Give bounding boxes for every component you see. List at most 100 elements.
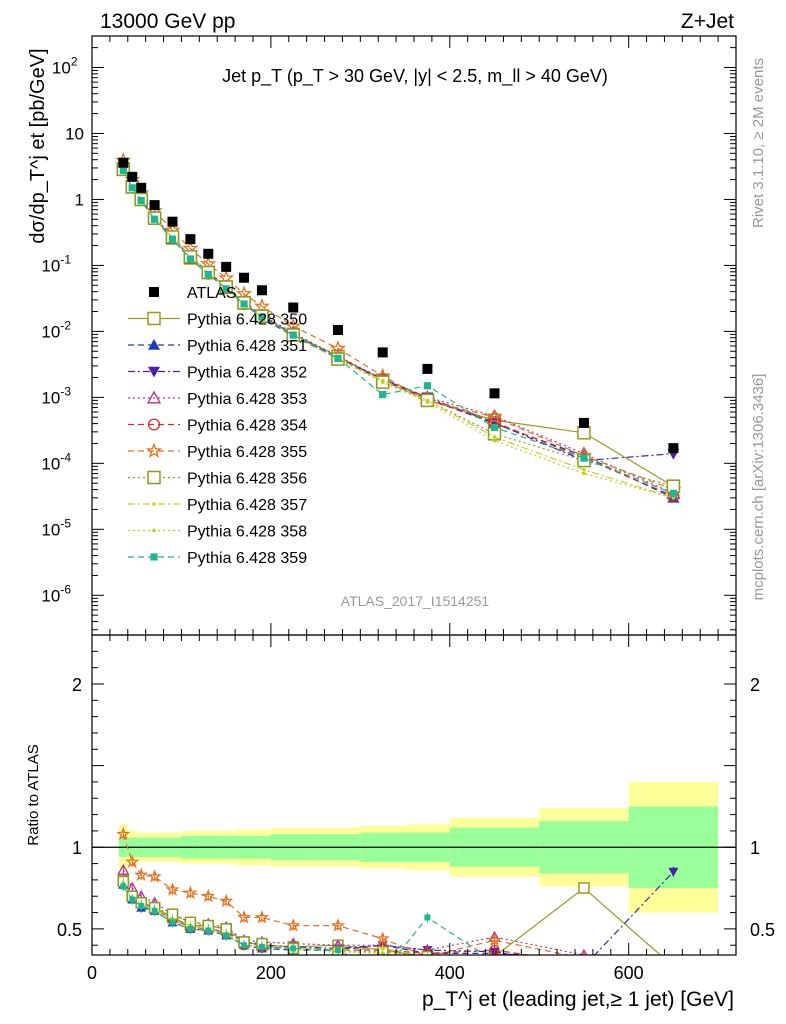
- x-tick-label: 0: [87, 963, 97, 983]
- main-y-tick-label: 10: [65, 124, 84, 143]
- atlas-data-point: [185, 234, 196, 245]
- point-p359: [222, 285, 230, 293]
- ratio-point-p357: [582, 976, 586, 980]
- point-p358: [582, 471, 586, 476]
- atlas-data-point: [167, 216, 178, 227]
- legend-marker-p355: [145, 442, 163, 458]
- ratio-point-p355: [134, 867, 149, 882]
- ratio-point-p355: [375, 931, 390, 945]
- x-axis-label: p_T^j et (leading jet,≥ 1 jet) [GeV]: [422, 988, 734, 1011]
- ratio-y-tick-label: 2: [72, 675, 82, 695]
- legend-label-p359: Pythia 6.428 359: [187, 550, 307, 567]
- ratio-point-p358: [380, 951, 385, 955]
- ratio-point-p359: [290, 945, 297, 952]
- ratio-point-p359: [258, 943, 265, 950]
- point-p359: [151, 215, 159, 223]
- legend-label-p352: Pythia 6.428 352: [187, 365, 307, 382]
- main-y-tick-label: 10-1: [41, 252, 71, 275]
- legend-marker-p351: [148, 339, 160, 350]
- ratio-point-p356: [490, 966, 500, 976]
- legend-label-p351: Pythia 6.428 351: [187, 338, 307, 355]
- ratio-point-p355: [487, 932, 502, 947]
- atlas-data-point: [578, 417, 589, 428]
- point-p359: [119, 166, 127, 175]
- legend-label-p356: Pythia 6.428 356: [187, 471, 307, 488]
- point-p359: [186, 255, 194, 263]
- main-y-axis-label: dσ/dp_T^j et [pb/GeV]: [27, 48, 49, 243]
- atlas-data-point: [668, 443, 679, 454]
- point-p359: [379, 391, 387, 399]
- legend-marker-p358: [152, 528, 156, 533]
- point-p359: [204, 270, 212, 279]
- point-p359: [289, 331, 297, 339]
- ratio-point-p353: [117, 863, 130, 875]
- ratio-point-p353: [668, 971, 678, 980]
- atlas-data-point: [377, 347, 388, 358]
- atlas-data-point: [288, 302, 299, 313]
- ratio-point-p359: [138, 903, 145, 910]
- ratio-point-p355: [201, 888, 216, 903]
- main-y-tick-label: 10-2: [41, 318, 71, 341]
- ratio-point-p358: [582, 981, 586, 985]
- atlas-data-point: [256, 285, 267, 296]
- ratio-point-p352: [579, 962, 589, 971]
- ratio-point-p350: [578, 882, 590, 894]
- ratio-point-p359: [424, 914, 431, 921]
- ratio-y-tick-label: 0.5: [57, 920, 82, 940]
- legend-marker-p356: [147, 470, 161, 485]
- header-left: 13000 GeV pp: [100, 10, 235, 33]
- side-label-bottom: mcplots.cern.ch [arXiv:1306.3436]: [750, 374, 767, 601]
- side-label-top: Rivet 3.1.10, ≥ 2M events: [750, 58, 767, 228]
- atlas-data-point: [332, 324, 343, 335]
- main-y-tick-exponent: -4: [60, 450, 71, 464]
- ratio-point-p350: [668, 961, 678, 971]
- legend-marker-atlas: [149, 287, 159, 297]
- legend-label-p353: Pythia 6.428 353: [187, 391, 307, 408]
- atlas-data-point: [118, 157, 129, 168]
- point-p359: [580, 454, 588, 462]
- ratio-point-p355: [125, 854, 140, 868]
- main-y-tick-label: 10-3: [41, 384, 71, 407]
- ratio-point-p359: [129, 896, 136, 903]
- main-y-tick-label: 10-5: [41, 516, 71, 539]
- main-y-tick-exponent: -1: [60, 252, 71, 266]
- ratio-point-p356: [668, 963, 678, 973]
- atlas-data-point: [489, 388, 500, 399]
- main-series-layer: [115, 151, 682, 503]
- point-p359: [423, 382, 432, 390]
- ratio-point-p357: [493, 973, 497, 977]
- point-p357: [492, 435, 497, 439]
- ratio-point-p355: [183, 885, 198, 899]
- ratio-point-p355: [219, 893, 234, 908]
- ratio-point-p358: [426, 958, 430, 962]
- legend-label-p350: Pythia 6.428 350: [187, 312, 307, 329]
- legend-label-p358: Pythia 6.428 358: [187, 524, 307, 541]
- ratio-point-p355: [668, 966, 678, 976]
- point-p359: [669, 489, 677, 498]
- point-p358: [425, 400, 430, 404]
- ratio-point-p358: [672, 979, 676, 983]
- point-p359: [490, 423, 499, 432]
- ratio-point-p359: [169, 919, 176, 926]
- ratio-point-p359: [187, 925, 194, 932]
- point-p359: [334, 354, 342, 362]
- legend-marker-p352: [148, 366, 160, 378]
- main-y-tick-exponent: 2: [71, 54, 78, 68]
- plot-title: Jet p_T (p_T > 30 GeV, |y| < 2.5, m_ll >…: [222, 66, 608, 87]
- ratio-point-p354: [579, 959, 588, 968]
- ratio-point-p359: [151, 907, 158, 914]
- atlas-data-point: [136, 182, 147, 193]
- main-y-tick-exponent: -6: [60, 582, 71, 596]
- ratio-point-p359: [223, 932, 230, 939]
- legend-label-p355: Pythia 6.428 355: [187, 444, 307, 461]
- legend-marker-p350: [147, 311, 161, 326]
- ratio-point-p359: [120, 883, 127, 890]
- atlas-data-point: [149, 200, 160, 211]
- legend-marker-p357: [152, 502, 156, 506]
- legend-marker-p353: [146, 390, 162, 404]
- ratio-point-p354: [669, 975, 678, 984]
- point-p359: [168, 235, 177, 243]
- ratio-y-tick-label: 1: [72, 838, 82, 858]
- ratio-y-tick-label-right: 1: [750, 838, 760, 858]
- ratio-point-p351: [668, 973, 678, 982]
